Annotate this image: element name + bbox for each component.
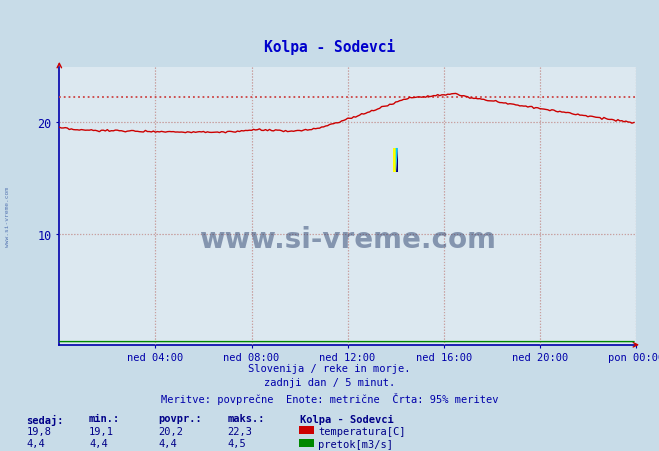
Text: www.si-vreme.com: www.si-vreme.com xyxy=(5,187,11,246)
Text: 20,2: 20,2 xyxy=(158,426,183,436)
Text: www.si-vreme.com: www.si-vreme.com xyxy=(199,226,496,253)
Text: pretok[m3/s]: pretok[m3/s] xyxy=(318,439,393,449)
Text: Kolpa - Sodevci: Kolpa - Sodevci xyxy=(300,414,393,423)
Text: temperatura[C]: temperatura[C] xyxy=(318,426,406,436)
Text: Slovenija / reke in morje.: Slovenija / reke in morje. xyxy=(248,363,411,373)
Text: min.:: min.: xyxy=(89,414,120,423)
Text: 19,1: 19,1 xyxy=(89,426,114,436)
Text: Kolpa - Sodevci: Kolpa - Sodevci xyxy=(264,39,395,55)
Text: 4,4: 4,4 xyxy=(89,438,107,448)
Text: Meritve: povprečne  Enote: metrične  Črta: 95% meritev: Meritve: povprečne Enote: metrične Črta:… xyxy=(161,392,498,404)
Polygon shape xyxy=(395,149,398,173)
Text: zadnji dan / 5 minut.: zadnji dan / 5 minut. xyxy=(264,377,395,387)
Bar xyxy=(393,149,395,173)
Text: 4,5: 4,5 xyxy=(227,438,246,448)
Text: 4,4: 4,4 xyxy=(26,438,45,448)
Text: povpr.:: povpr.: xyxy=(158,414,202,423)
Text: maks.:: maks.: xyxy=(227,414,265,423)
Text: sedaj:: sedaj: xyxy=(26,414,64,424)
Text: 19,8: 19,8 xyxy=(26,426,51,436)
Text: 22,3: 22,3 xyxy=(227,426,252,436)
Text: 4,4: 4,4 xyxy=(158,438,177,448)
Polygon shape xyxy=(395,149,398,173)
